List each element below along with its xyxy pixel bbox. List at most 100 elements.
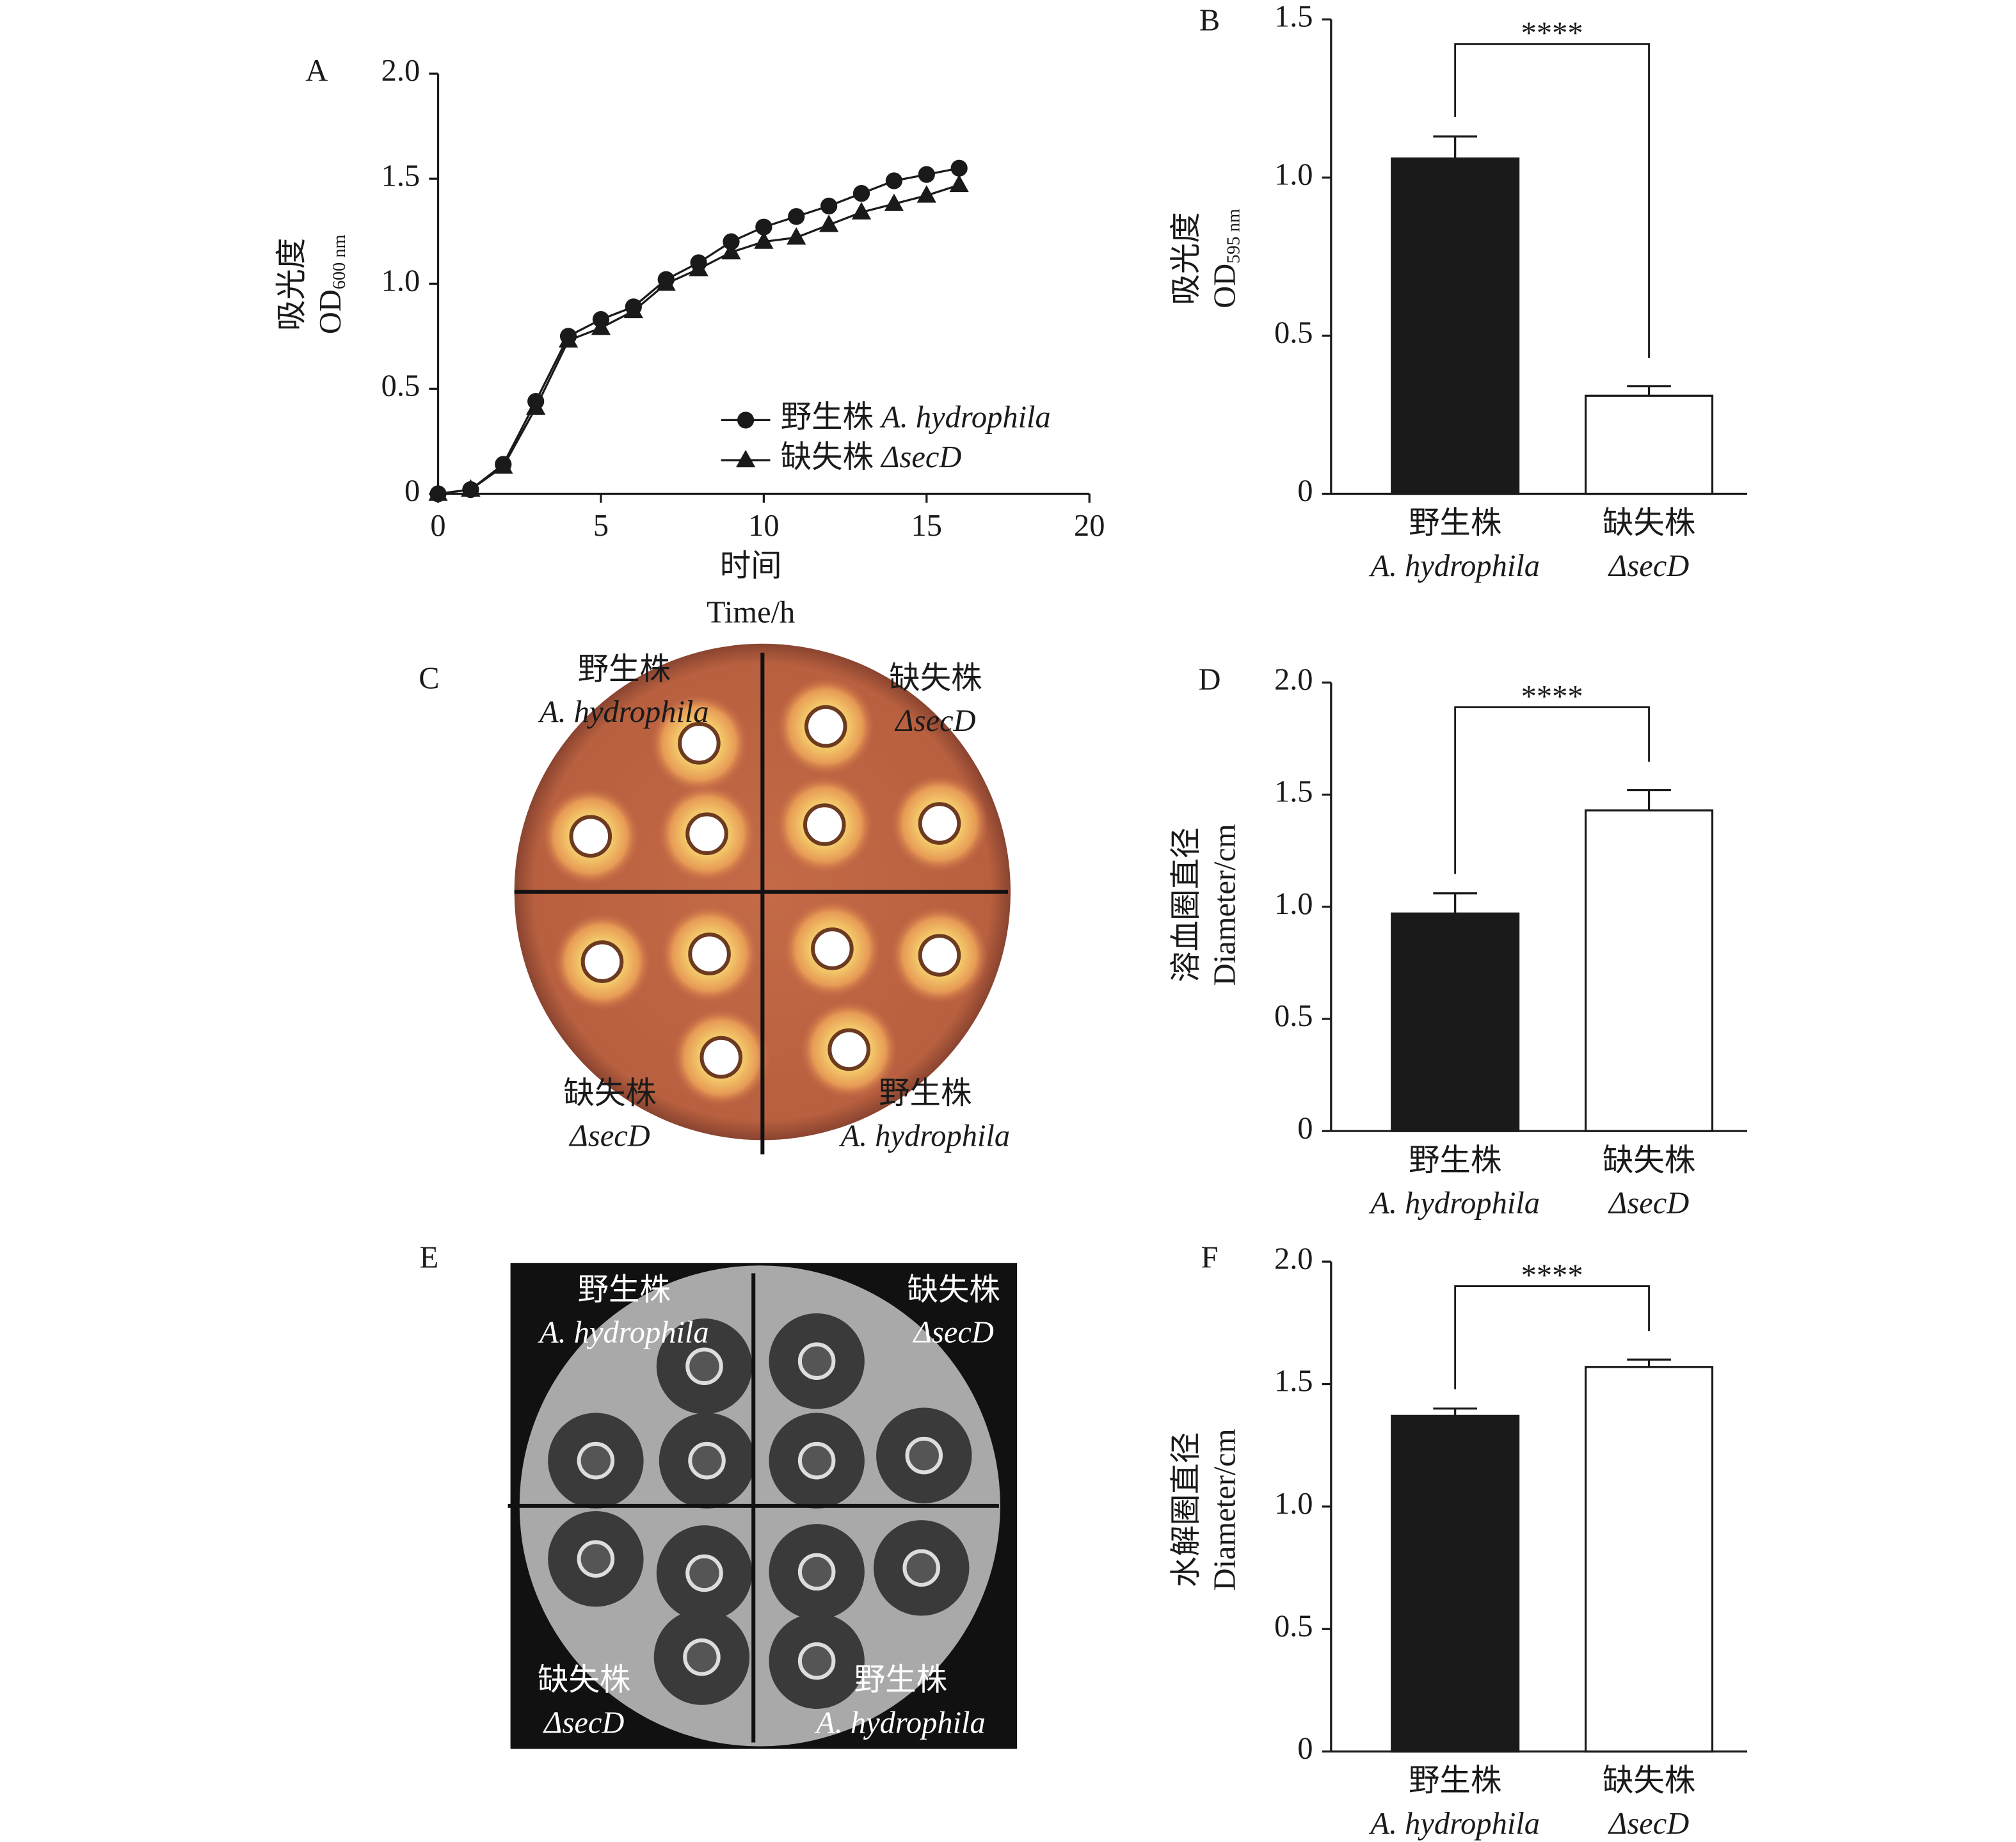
significance-label: **** bbox=[1521, 17, 1583, 51]
x-tick-label: 缺失株 bbox=[1603, 1764, 1695, 1798]
significance-bracket bbox=[1454, 706, 1650, 874]
marker bbox=[656, 273, 676, 291]
well bbox=[803, 803, 846, 846]
well bbox=[685, 1554, 723, 1592]
marker bbox=[950, 159, 968, 177]
plate-label: 缺失株 bbox=[889, 661, 982, 695]
plate-label: 野生株 bbox=[879, 1077, 972, 1110]
y-axis-label: 吸光度 bbox=[275, 238, 309, 331]
well bbox=[804, 705, 847, 748]
plate-sublabel: A. hydrophila bbox=[814, 1706, 986, 1740]
y-tick-label: 0 bbox=[1297, 474, 1313, 508]
y-axis-unit-main: OD bbox=[314, 289, 348, 334]
plate-sublabel: A. hydrophila bbox=[838, 1119, 1010, 1153]
well bbox=[577, 1540, 615, 1578]
x-tick-label: 缺失株 bbox=[1603, 1144, 1695, 1178]
y-axis-unit-sub: 600 nm bbox=[330, 235, 350, 290]
x-axis-label: 时间 bbox=[720, 549, 782, 583]
x-tick-label: 0 bbox=[430, 509, 445, 543]
x-tick-label: 野生株 bbox=[1409, 506, 1501, 540]
x-tick-sublabel: ΔsecD bbox=[1608, 1807, 1689, 1841]
y-axis-unit-sub: 595 nm bbox=[1224, 209, 1244, 264]
plate-sublabel: ΔsecD bbox=[543, 1706, 624, 1740]
marker bbox=[788, 208, 805, 225]
plate-sublabel: ΔsecD bbox=[894, 704, 975, 738]
x-tick-label: 15 bbox=[911, 509, 942, 543]
y-tick-label: 1.0 bbox=[1274, 157, 1313, 191]
plate-sublabel: ΔsecD bbox=[568, 1119, 650, 1153]
y-tick-label: 1.5 bbox=[1274, 0, 1313, 33]
bar bbox=[1391, 912, 1520, 1132]
legend-label: 野生株 A. hydrophila bbox=[781, 401, 1051, 435]
marker bbox=[754, 231, 774, 249]
marker bbox=[916, 185, 936, 203]
well bbox=[569, 815, 612, 858]
well bbox=[797, 1553, 836, 1591]
y-axis-unit-main: Diameter/cm bbox=[1208, 1429, 1242, 1590]
x-axis-label: Time/h bbox=[707, 595, 795, 629]
marker bbox=[884, 193, 904, 211]
well bbox=[685, 812, 728, 855]
marker bbox=[918, 166, 935, 183]
x-tick-label: 野生株 bbox=[1409, 1764, 1501, 1798]
y-axis-unit: OD595 nm bbox=[1208, 209, 1244, 308]
well bbox=[918, 934, 961, 977]
well bbox=[811, 927, 854, 970]
well bbox=[678, 721, 721, 765]
panel-letter: D bbox=[1199, 662, 1221, 696]
bar bbox=[1584, 394, 1714, 495]
marker bbox=[723, 233, 740, 250]
x-tick-sublabel: A. hydrophila bbox=[1368, 549, 1540, 583]
plate-sublabel: A. hydrophila bbox=[538, 1315, 709, 1349]
well bbox=[905, 1436, 943, 1475]
x-tick-label: 野生株 bbox=[1409, 1144, 1501, 1178]
plate-label: 野生株 bbox=[854, 1663, 947, 1697]
marker bbox=[819, 214, 839, 232]
y-axis-unit: Diameter/cm bbox=[1208, 824, 1242, 986]
y-axis-label: 水解圈直径 bbox=[1169, 1432, 1203, 1587]
legend-marker bbox=[735, 449, 756, 468]
marker bbox=[721, 241, 741, 260]
plate-label: 缺失株 bbox=[908, 1273, 1000, 1307]
y-tick-label: 0.5 bbox=[1274, 999, 1313, 1033]
well bbox=[700, 1036, 743, 1079]
legend-marker bbox=[737, 412, 755, 429]
significance-bracket bbox=[1454, 43, 1650, 358]
well bbox=[580, 940, 624, 983]
x-tick-label: 10 bbox=[748, 509, 779, 543]
well bbox=[683, 1638, 721, 1676]
marker bbox=[558, 330, 579, 348]
panel-letter: C bbox=[419, 661, 439, 695]
marker bbox=[493, 456, 513, 474]
y-axis-unit: OD600 nm bbox=[314, 235, 349, 335]
marker bbox=[820, 197, 838, 215]
well bbox=[685, 1347, 723, 1386]
y-tick-label: 1.0 bbox=[1274, 887, 1313, 921]
plate-label: 野生株 bbox=[578, 1273, 671, 1307]
y-tick-label: 2.0 bbox=[1274, 662, 1313, 696]
marker bbox=[787, 227, 806, 245]
y-axis-label: 溶血圈直径 bbox=[1169, 828, 1203, 982]
significance-label: **** bbox=[1521, 680, 1583, 714]
legend-label: 缺失株 ΔsecD bbox=[781, 440, 962, 474]
x-tick-sublabel: ΔsecD bbox=[1608, 549, 1689, 583]
panel-letter: E bbox=[420, 1240, 439, 1274]
y-axis-unit: Diameter/cm bbox=[1208, 1429, 1242, 1590]
marker bbox=[591, 317, 611, 335]
well bbox=[797, 1441, 836, 1480]
plate-label: 野生株 bbox=[578, 652, 671, 686]
bar bbox=[1391, 157, 1520, 495]
significance-bracket bbox=[1454, 1285, 1650, 1390]
panel-letter: B bbox=[1199, 3, 1220, 37]
x-tick-sublabel: ΔsecD bbox=[1608, 1186, 1689, 1220]
marker bbox=[689, 259, 708, 276]
marker bbox=[885, 172, 903, 189]
y-tick-label: 1.5 bbox=[1274, 1365, 1313, 1398]
bar bbox=[1391, 1414, 1520, 1753]
well bbox=[688, 933, 731, 975]
well bbox=[688, 1441, 726, 1480]
significance-label: **** bbox=[1521, 1259, 1583, 1293]
well bbox=[797, 1642, 836, 1680]
y-tick-label: 1.0 bbox=[1274, 1487, 1313, 1521]
